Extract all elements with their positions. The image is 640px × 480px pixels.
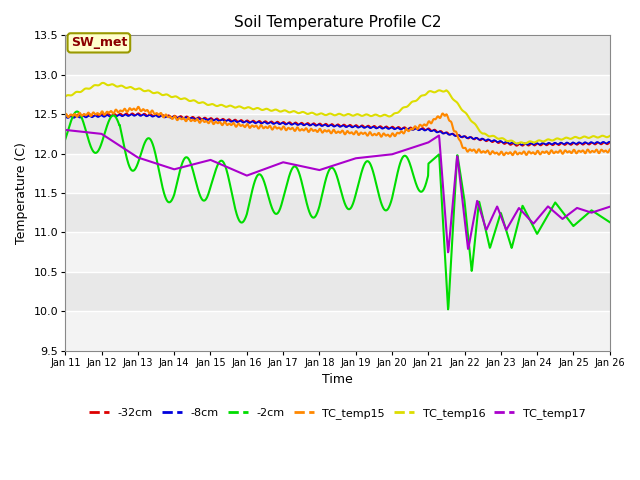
Bar [65, 311, 610, 350]
-32cm [513, 143, 520, 149]
TC_temp16 [126, 84, 134, 90]
-32cm [304, 120, 312, 126]
-32cm [104, 111, 111, 117]
Line: TC_temp16: TC_temp16 [65, 83, 610, 144]
TC_temp15 [606, 146, 614, 152]
Bar [65, 75, 610, 114]
TC_temp16 [61, 94, 69, 99]
-2cm [372, 178, 380, 183]
TC_temp15 [372, 132, 380, 137]
TC_temp15 [304, 128, 312, 134]
-8cm [372, 125, 380, 131]
TC_temp16 [304, 111, 312, 117]
-2cm [606, 219, 614, 225]
-8cm [134, 111, 141, 117]
-32cm [61, 112, 69, 118]
Line: -2cm: -2cm [65, 111, 610, 309]
Y-axis label: Temperature (C): Temperature (C) [15, 142, 28, 244]
-2cm [104, 121, 111, 127]
TC_temp17 [104, 135, 111, 141]
-32cm [134, 110, 142, 116]
-32cm [292, 120, 300, 126]
-8cm [104, 112, 111, 118]
Bar [65, 154, 610, 193]
Text: SW_met: SW_met [70, 36, 127, 49]
TC_temp17 [371, 153, 379, 159]
-32cm [314, 122, 321, 128]
-8cm [314, 122, 321, 128]
-8cm [304, 121, 312, 127]
TC_temp15 [125, 106, 133, 111]
-2cm [126, 165, 134, 170]
TC_temp16 [372, 112, 380, 118]
-32cm [606, 140, 614, 145]
TC_temp17 [125, 149, 133, 155]
-2cm [73, 108, 81, 114]
Legend: -32cm, -8cm, -2cm, TC_temp15, TC_temp16, TC_temp17: -32cm, -8cm, -2cm, TC_temp15, TC_temp16,… [84, 404, 591, 423]
-8cm [61, 114, 69, 120]
TC_temp17 [606, 204, 614, 210]
-2cm [314, 209, 321, 215]
TC_temp16 [292, 109, 300, 115]
-8cm [125, 113, 133, 119]
-8cm [518, 142, 525, 148]
Title: Soil Temperature Profile C2: Soil Temperature Profile C2 [234, 15, 441, 30]
-32cm [372, 123, 380, 129]
-2cm [444, 306, 452, 312]
TC_temp16 [314, 112, 321, 118]
TC_temp16 [104, 82, 111, 88]
TC_temp15 [292, 125, 300, 131]
-32cm [125, 112, 133, 118]
-8cm [606, 139, 614, 144]
-2cm [292, 165, 300, 170]
TC_temp17 [314, 167, 321, 172]
Bar [65, 232, 610, 272]
TC_temp17 [444, 250, 452, 255]
Line: TC_temp17: TC_temp17 [65, 130, 610, 252]
TC_temp16 [606, 133, 614, 139]
TC_temp15 [500, 152, 508, 158]
-2cm [61, 136, 69, 142]
TC_temp15 [134, 104, 142, 110]
TC_temp15 [61, 111, 69, 117]
-8cm [292, 121, 300, 127]
X-axis label: Time: Time [322, 373, 353, 386]
TC_temp17 [61, 127, 69, 133]
TC_temp16 [99, 80, 107, 86]
TC_temp15 [104, 109, 111, 115]
Line: -32cm: -32cm [65, 113, 610, 146]
TC_temp15 [314, 129, 321, 135]
TC_temp17 [303, 165, 311, 170]
TC_temp17 [292, 162, 300, 168]
-2cm [304, 204, 312, 210]
TC_temp16 [513, 141, 521, 146]
Line: -8cm: -8cm [65, 114, 610, 145]
Line: TC_temp15: TC_temp15 [65, 107, 610, 155]
